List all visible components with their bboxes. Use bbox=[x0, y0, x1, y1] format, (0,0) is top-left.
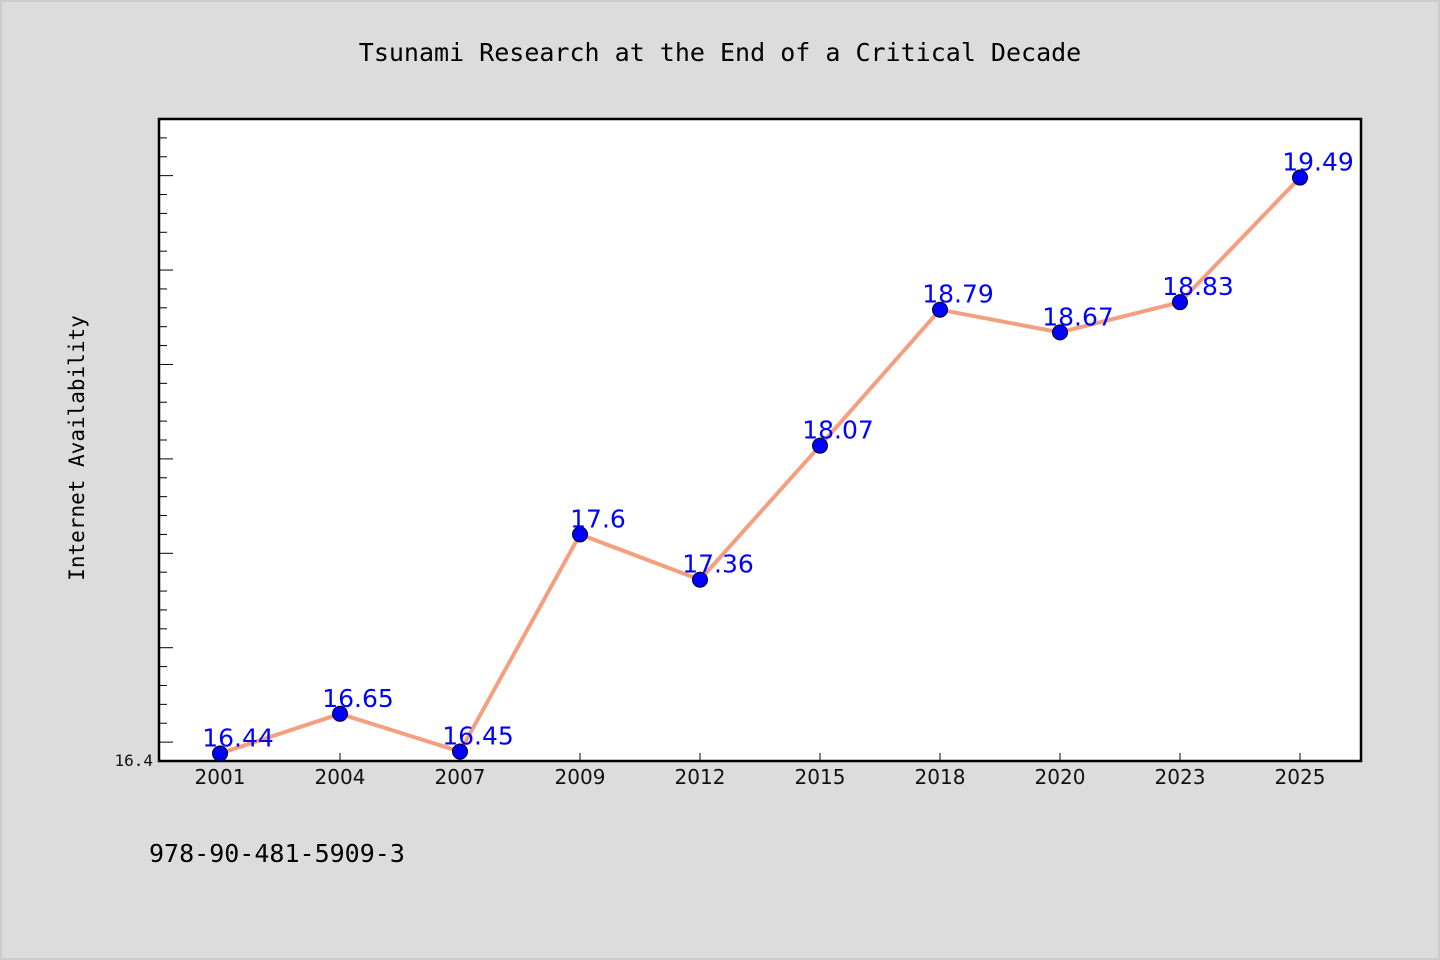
data-value-label: 19.49 bbox=[1282, 148, 1354, 177]
x-axis-ticks: 2001 2004 2007 2009 2012 2015 2018 2020 2023 2025 bbox=[195, 753, 1326, 789]
data-value-label: 18.83 bbox=[1162, 272, 1234, 301]
x-tick-label: 2009 bbox=[555, 765, 606, 789]
data-labels: 16.44 16.65 16.45 17.6 17.36 18.07 18.79 18.67 1… bbox=[202, 148, 1354, 753]
x-tick-label: 2020 bbox=[1035, 765, 1086, 789]
data-value-label: 16.65 bbox=[322, 684, 394, 713]
y-axis-min-tick-label: 16.4 bbox=[114, 751, 153, 770]
data-point-marker bbox=[572, 526, 588, 543]
data-point-marker bbox=[332, 705, 348, 722]
data-point-marker bbox=[212, 745, 228, 762]
x-tick-label: 2023 bbox=[1155, 765, 1206, 789]
data-point-marker bbox=[1052, 324, 1068, 341]
x-tick-label: 2025 bbox=[1275, 765, 1326, 789]
data-value-label: 18.79 bbox=[922, 280, 994, 309]
series-line bbox=[218, 175, 1302, 756]
data-value-label: 17.36 bbox=[682, 550, 754, 579]
data-value-label: 16.44 bbox=[202, 723, 274, 752]
data-value-label: 18.67 bbox=[1042, 302, 1114, 331]
x-tick-label: 2015 bbox=[795, 765, 846, 789]
data-point-marker bbox=[692, 571, 708, 588]
x-tick-label: 2018 bbox=[915, 765, 966, 789]
data-value-label: 17.6 bbox=[570, 504, 626, 533]
data-point-marker bbox=[1292, 169, 1308, 186]
x-tick-label: 2004 bbox=[315, 765, 366, 789]
x-tick-label: 2007 bbox=[435, 765, 486, 789]
data-value-label: 16.45 bbox=[442, 722, 514, 751]
data-point-marker bbox=[932, 301, 948, 318]
chart-title: Tsunami Research at the End of a Critica… bbox=[359, 38, 1081, 67]
data-value-label: 18.07 bbox=[802, 416, 874, 445]
y-axis-ticks bbox=[159, 118, 173, 762]
series-line-group bbox=[218, 175, 1302, 756]
series-markers bbox=[212, 169, 1308, 762]
x-tick-label: 2001 bbox=[195, 765, 246, 789]
data-point-marker bbox=[452, 743, 468, 760]
data-point-marker bbox=[1172, 294, 1188, 311]
plot-area bbox=[157, 117, 1363, 763]
data-point-marker bbox=[812, 437, 828, 454]
isbn-label: 978-90-481-5909-3 bbox=[149, 839, 405, 868]
x-tick-label: 2012 bbox=[675, 765, 726, 789]
y-axis-label: Internet Availability bbox=[65, 315, 89, 581]
